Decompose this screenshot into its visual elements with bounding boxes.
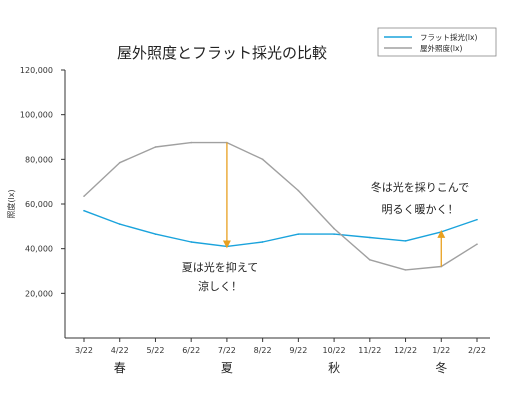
data-point xyxy=(476,218,478,221)
data-point xyxy=(226,245,228,248)
data-point xyxy=(83,209,85,212)
x-tick-label: 9/22 xyxy=(289,346,307,355)
data-point xyxy=(261,158,264,161)
annotation-text: 冬は光を採りこんで xyxy=(371,180,469,194)
series-line-1 xyxy=(83,210,478,248)
x-tick-label: 5/22 xyxy=(146,346,164,355)
x-tick-label: 6/22 xyxy=(182,346,200,355)
axes: 20,000 40,000 60,000 80,000 100,000 120,000 照度… xyxy=(6,66,490,375)
series-line-2 xyxy=(83,141,478,271)
x-tick-label: 2/22 xyxy=(468,346,486,355)
data-point xyxy=(404,240,407,242)
data-point xyxy=(261,241,264,243)
data-point xyxy=(297,189,300,192)
annotation-text: 明るく暖かく！ xyxy=(382,203,459,216)
x-tick-label: 4/22 xyxy=(111,346,129,355)
data-point xyxy=(369,236,371,239)
data-point xyxy=(154,146,157,148)
legend: フラット採光(lx)屋外照度(lx) xyxy=(377,27,497,57)
y-tick-label: 20,000 xyxy=(25,289,53,298)
y-tick-label: 120,000 xyxy=(20,66,53,75)
data-point xyxy=(297,233,300,235)
legend-entry: 屋外照度(lx) xyxy=(420,43,462,53)
data-point xyxy=(333,227,335,230)
chart-title: 屋外照度とフラット採光の比較 xyxy=(117,44,327,62)
data-point xyxy=(83,195,85,197)
x-tick-label: 10/22 xyxy=(323,346,346,355)
series-lines xyxy=(83,141,478,271)
data-point xyxy=(190,241,192,243)
data-point xyxy=(440,231,443,233)
x-tick-label: 11/22 xyxy=(358,346,381,355)
data-point xyxy=(118,161,121,164)
data-point xyxy=(118,223,121,225)
annotation-text: 涼しく！ xyxy=(198,279,242,293)
season-label: 冬 xyxy=(435,360,447,375)
season-label: 秋 xyxy=(328,361,340,375)
season-label: 春 xyxy=(114,361,126,375)
x-tick-label: 8/22 xyxy=(254,346,272,355)
data-point xyxy=(404,269,407,271)
data-point xyxy=(333,233,335,235)
legend-entry: フラット採光(lx) xyxy=(420,32,477,42)
annotation-text: 夏は光を抑えて xyxy=(182,260,258,274)
x-tick-label: 12/22 xyxy=(394,346,417,355)
data-point xyxy=(154,233,157,235)
legend-box xyxy=(377,27,497,57)
x-tick-label: 3/22 xyxy=(75,346,93,355)
y-tick-label: 40,000 xyxy=(25,245,53,254)
data-point xyxy=(190,141,192,144)
y-tick-label: 60,000 xyxy=(25,200,53,209)
x-tick-label: 1/22 xyxy=(432,346,450,355)
data-point xyxy=(476,243,478,245)
y-axis-label: 照度(lx) xyxy=(6,189,16,218)
y-tick-label: 100,000 xyxy=(20,111,53,120)
data-point xyxy=(369,259,371,261)
season-label: 夏 xyxy=(221,361,233,375)
x-tick-label: 7/22 xyxy=(218,346,236,355)
y-tick-label: 80,000 xyxy=(25,155,53,164)
